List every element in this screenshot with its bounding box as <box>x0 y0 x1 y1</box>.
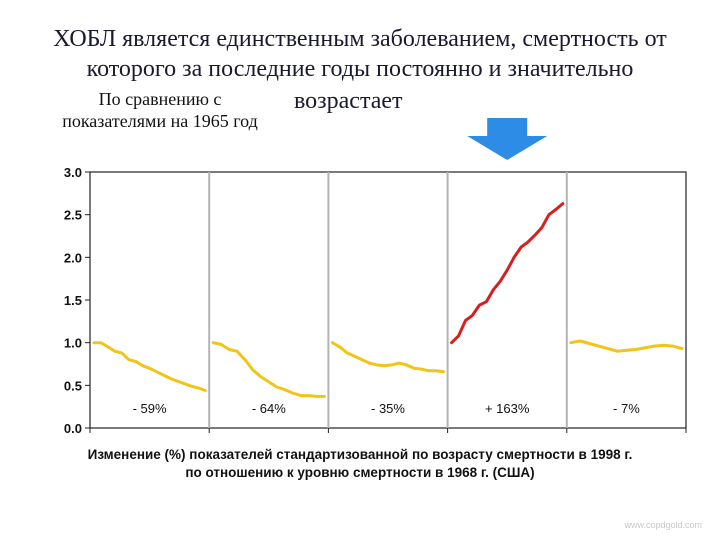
watermark: www.copdgold.com <box>624 520 702 530</box>
chart-subtitle: По сравнению с показателями на 1965 год <box>62 89 258 131</box>
y-tick-label: 0.0 <box>64 421 82 436</box>
y-tick-label: 2.5 <box>64 208 82 223</box>
series-line-3 <box>330 341 446 374</box>
series-label-2: - 64% <box>252 401 286 416</box>
series-line-4 <box>450 202 565 345</box>
title-line-3: возрастает <box>294 88 403 114</box>
title-line-1: ХОБЛ является единственным заболеванием,… <box>53 26 667 52</box>
chart-caption: Изменение (%) показателей стандартизован… <box>0 446 720 482</box>
y-tick-label: 0.5 <box>64 378 82 393</box>
down-arrow-icon <box>467 118 548 160</box>
y-tick-label: 3.0 <box>64 165 82 180</box>
y-tick-label: 2.0 <box>64 250 82 265</box>
series-line-5 <box>569 339 684 353</box>
y-tick-label: 1.0 <box>64 336 82 351</box>
series-label-5: - 7% <box>613 401 640 416</box>
title-line-2: которого за последние годы постоянно и з… <box>86 56 634 82</box>
series-line-2 <box>211 341 326 398</box>
series-label-3: - 35% <box>371 401 405 416</box>
series-line-1 <box>92 341 207 392</box>
series-label-1: - 59% <box>133 401 167 416</box>
chart-title: ХОБЛ является единственным заболеванием,… <box>0 24 720 84</box>
series-label-4: + 163% <box>485 401 530 416</box>
caption-line-1: Изменение (%) показателей стандартизован… <box>87 447 633 462</box>
caption-line-2: по отношению к уровню смертности в 1968 … <box>185 465 535 480</box>
y-tick-label: 1.5 <box>64 293 82 308</box>
plot-frame <box>89 171 687 429</box>
